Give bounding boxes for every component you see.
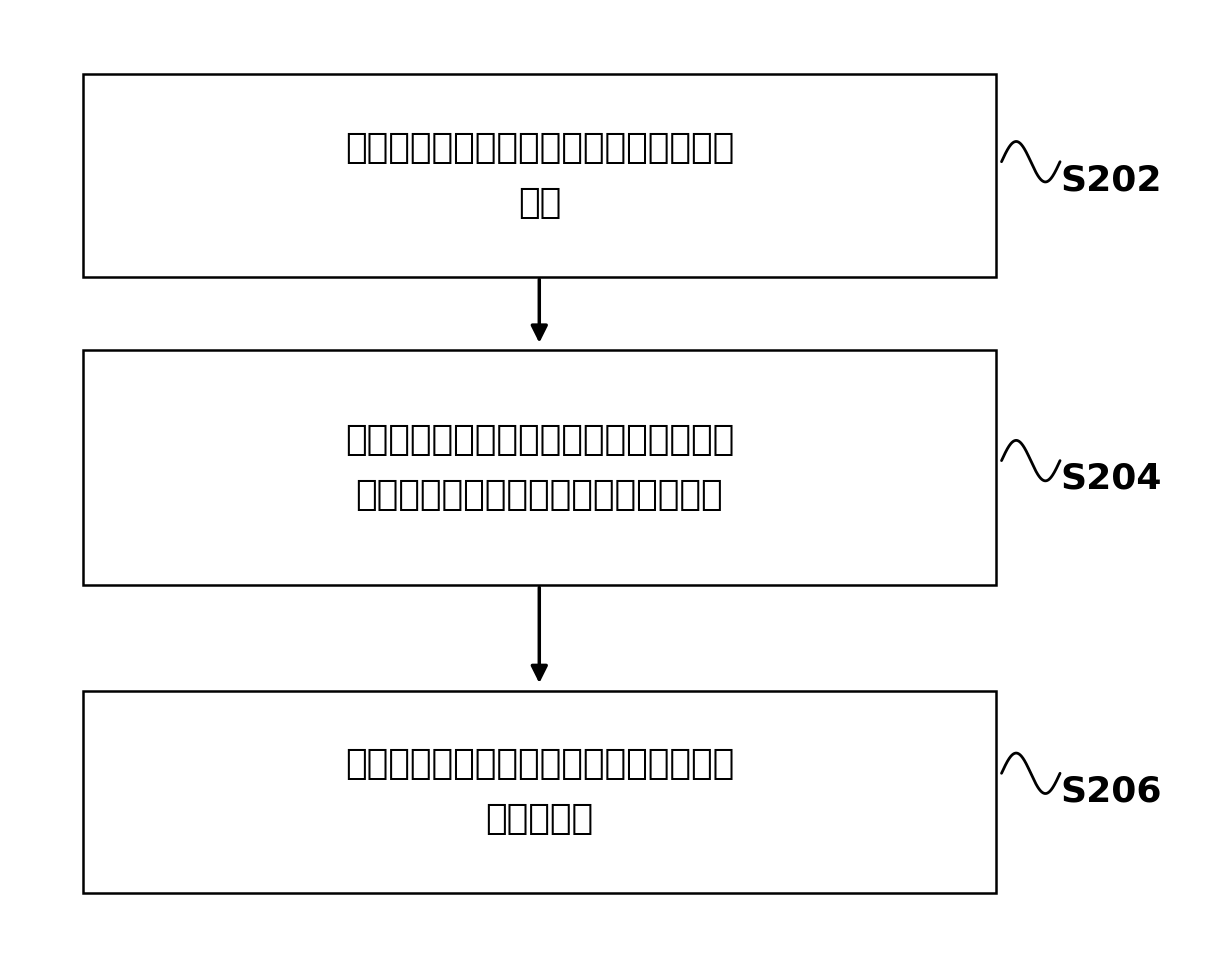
Bar [83, 75, 996, 277]
Text: 执行第一规则，其中，目标表达式的执行
结果为未知: 执行第一规则，其中，目标表达式的执行 结果为未知 [345, 747, 734, 836]
Text: S204: S204 [1061, 462, 1162, 496]
Text: S202: S202 [1061, 163, 1162, 197]
Text: 从至少一个表达式中确定目标表达式，其
中，目标表达式为需进行降级的表达式: 从至少一个表达式中确定目标表达式，其 中，目标表达式为需进行降级的表达式 [345, 422, 734, 513]
Bar [83, 351, 996, 584]
Bar [83, 691, 996, 893]
Text: S206: S206 [1061, 775, 1162, 809]
Text: 获取第一规则，第一规则包括至少一个表
达式: 获取第一规则，第一规则包括至少一个表 达式 [345, 130, 734, 220]
